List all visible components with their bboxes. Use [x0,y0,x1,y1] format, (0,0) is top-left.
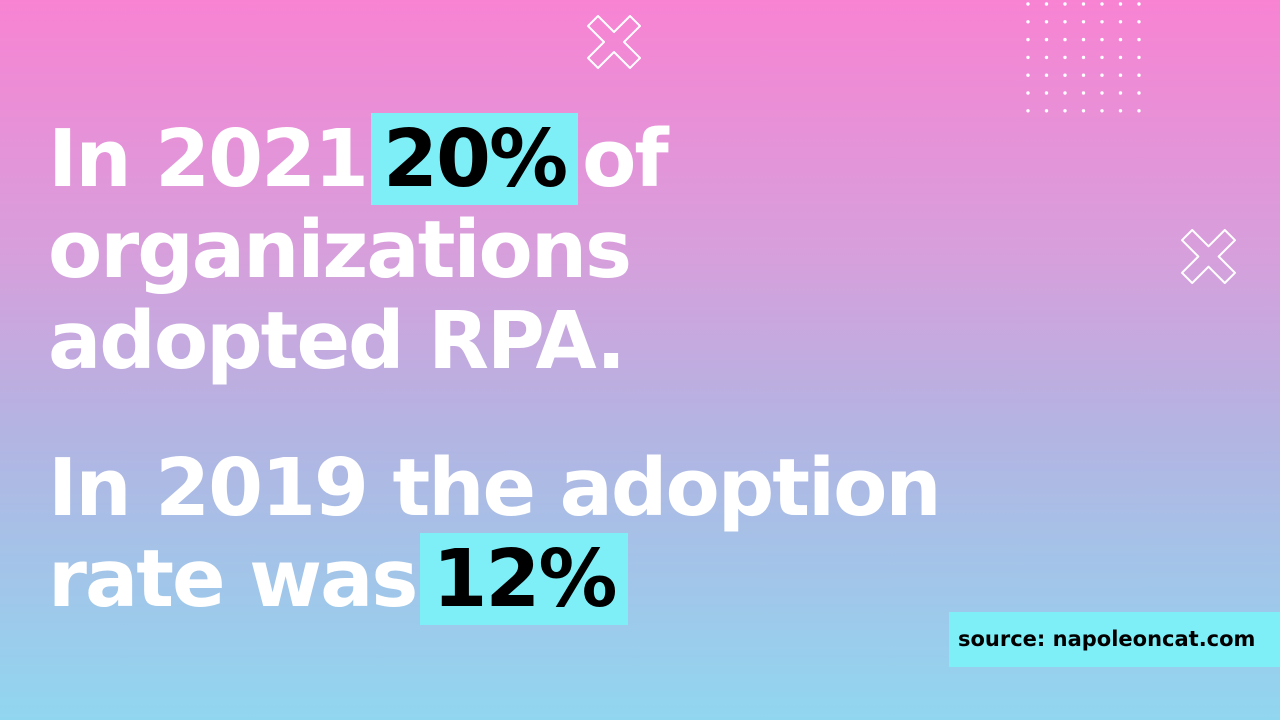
stat-2019-text: In 2019 the adoption rate was 12% [48,442,942,625]
grid-dot [1081,109,1086,113]
grid-dot [1044,37,1049,42]
grid-dot [1137,91,1141,95]
grid-dot [1137,109,1141,113]
grid-dot [1100,91,1104,95]
grid-dot [1063,20,1067,24]
stat-2021-suffix: of [582,113,669,205]
dot-grid-pattern [1026,2,1141,113]
grid-dot [1044,109,1049,113]
grid-dot [1026,109,1030,113]
grid-dot [1081,2,1086,6]
grid-dot [1044,73,1049,77]
grid-dot [1044,2,1049,6]
grid-dot [1081,20,1086,24]
x-cross-icon [587,15,641,69]
x-cross-icon [1181,229,1236,284]
grid-dot [1137,20,1141,24]
grid-dot [1063,37,1067,42]
grid-dot [1026,73,1030,77]
grid-dot [1137,55,1141,60]
grid-dot [1063,73,1067,77]
grid-dot [1081,55,1086,60]
stat-2021-line-3: adopted RPA. [48,295,626,387]
grid-dot [1118,73,1123,77]
stat-2021-prefix: In 2021 [48,113,369,205]
grid-dot [1044,55,1049,60]
grid-dot [1063,91,1067,95]
grid-dot [1118,2,1123,6]
grid-dot [1026,91,1030,95]
grid-dot [1026,20,1030,24]
grid-dot [1100,20,1104,24]
grid-dot [1063,55,1067,60]
source-badge: source: napoleoncat.com [949,612,1280,667]
grid-dot [1100,37,1104,42]
stat-2021-text: In 2021 20% of organizations adopted RPA. [48,113,669,387]
grid-dot [1044,20,1049,24]
grid-dot [1026,37,1030,42]
stat-2021-line-2: organizations [48,204,632,296]
grid-dot [1081,91,1086,95]
highlight-12-percent: 12% [420,533,628,625]
stat-2019-line-1: In 2019 the adoption [48,442,942,534]
grid-dot [1026,55,1030,60]
grid-dot [1137,2,1141,6]
grid-dot [1118,55,1123,60]
grid-dot [1026,2,1030,6]
grid-dot [1118,109,1123,113]
grid-dot [1100,73,1104,77]
grid-dot [1137,37,1141,42]
grid-dot [1044,91,1049,95]
grid-dot [1100,109,1104,113]
grid-dot [1100,2,1104,6]
grid-dot [1137,73,1141,77]
highlight-20-percent: 20% [371,113,579,205]
grid-dot [1118,91,1123,95]
grid-dot [1063,2,1067,6]
stat-2019-prefix: rate was [48,533,418,625]
grid-dot [1081,37,1086,42]
grid-dot [1118,37,1123,42]
grid-dot [1063,109,1067,113]
grid-dot [1118,20,1123,24]
grid-dot [1081,73,1086,77]
grid-dot [1100,55,1104,60]
